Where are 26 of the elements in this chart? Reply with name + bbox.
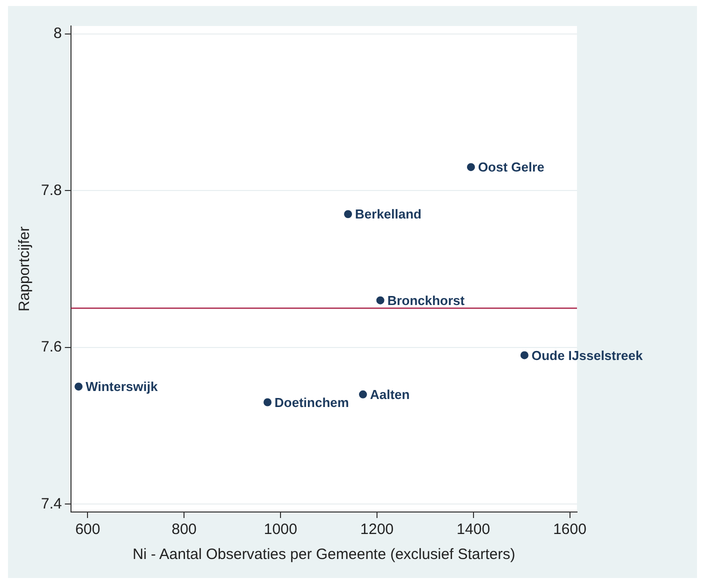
y-tick-label: 8	[54, 24, 62, 42]
y-tick-label: 7.8	[40, 182, 62, 199]
annotation: Berkelland	[355, 206, 422, 222]
x-tick-label: 1600	[553, 521, 586, 538]
point	[520, 351, 528, 360]
annotation: Oude IJsselstreek	[531, 348, 644, 363]
annotation: Winterswijk	[86, 379, 158, 394]
y-axis-title: Rapportcijfer	[16, 226, 34, 312]
point	[344, 210, 352, 218]
x-tick-label: 800	[172, 521, 197, 538]
y-tick-label: 7.6	[40, 338, 62, 356]
point	[376, 296, 384, 304]
x-tick-label: 1000	[264, 521, 298, 538]
x-tick-label: 1400	[456, 521, 490, 538]
point	[466, 163, 475, 172]
point	[358, 390, 367, 398]
point	[74, 382, 83, 391]
x-tick-label: 1200	[360, 521, 394, 538]
annotation: Doetinchem	[274, 394, 349, 410]
annotation: Aalten	[370, 386, 410, 402]
annotation: Bronckhorst	[387, 292, 466, 308]
x-axis-title: Ni - Aantal Observaties per Gemeente (exclusief Starters)	[132, 546, 516, 564]
point	[264, 398, 272, 406]
annotation: Oost Gelre	[478, 160, 544, 175]
x-tick-label: 600	[75, 521, 100, 538]
y-tick-label: 7.4	[40, 495, 62, 512]
